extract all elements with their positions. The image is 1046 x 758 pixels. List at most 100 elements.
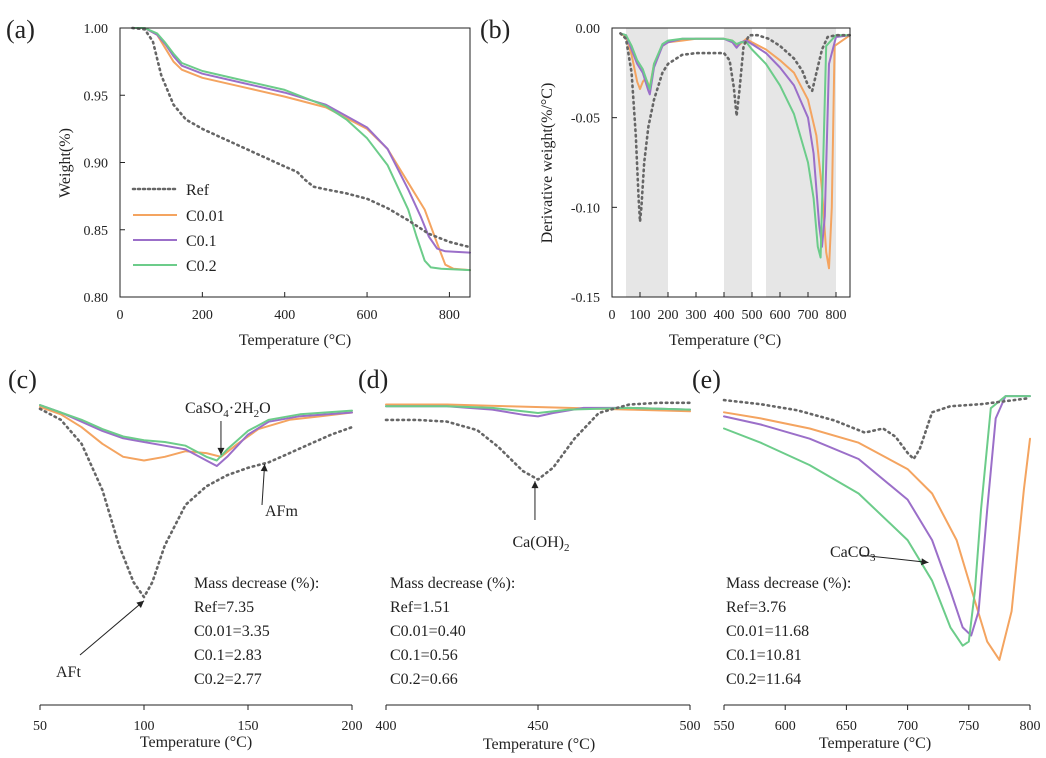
mass-decrease-value: C0.01=11.68 xyxy=(726,623,809,640)
panel-a-ylabel: Weight(%) xyxy=(57,128,74,198)
y-tick-label: 0.95 xyxy=(84,89,109,104)
mass-decrease-value: Ref=7.35 xyxy=(194,599,254,616)
mass-decrease-value: C0.2=0.66 xyxy=(390,671,458,688)
x-tick-label: 600 xyxy=(775,719,796,734)
panel-d-axes: 400 450 500 xyxy=(376,704,701,734)
mass-decrease-value: Ref=3.76 xyxy=(726,599,786,616)
mass-decrease-title: Mass decrease (%): xyxy=(390,575,515,592)
annotation-arrowhead xyxy=(136,600,144,608)
panel-e: (e) 550 600 650 700 750 800 CaCO3​ Temperatur… xyxy=(692,365,1041,752)
panel-e-mass-decrease: Mass decrease (%): Ref=3.76 C0.01=11.68 C0.… xyxy=(726,575,851,688)
series-ref xyxy=(384,401,692,481)
panel-d-mass-decrease: Mass decrease (%): Ref=1.51 C0.01=0.40 C0.1… xyxy=(390,575,515,688)
x-tick-label: 0 xyxy=(117,308,124,323)
x-tick-label: 400 xyxy=(714,308,735,323)
annotation-arrowhead xyxy=(531,481,539,489)
panel-d-curves xyxy=(384,401,692,481)
panel-label-d: (d) xyxy=(358,365,388,394)
series-c01 xyxy=(619,32,851,248)
series-c01 xyxy=(39,404,353,467)
y-tick-label: 0.85 xyxy=(84,224,109,239)
series-c001 xyxy=(385,403,691,413)
series-c001 xyxy=(723,411,1031,661)
series-c01 xyxy=(131,27,471,254)
x-tick-label: 700 xyxy=(798,308,819,323)
panel-e-xlabel: Temperature (°C) xyxy=(819,735,931,752)
y-tick-label: 1.00 xyxy=(84,22,109,37)
panel-b-axes: -0.15 -0.10 -0.05 0.00 0 100 200 300 400 500 600 70… xyxy=(571,22,851,323)
x-tick-label: 800 xyxy=(439,308,460,323)
x-tick-label: 600 xyxy=(770,308,791,323)
mass-decrease-title: Mass decrease (%): xyxy=(194,575,319,592)
panel-b-curves xyxy=(619,32,852,270)
annotation-arrowhead xyxy=(260,464,268,472)
series-c02 xyxy=(39,404,353,462)
y-tick-label: 0.80 xyxy=(84,291,109,306)
annotation-caco3: CaCO3​ xyxy=(830,544,876,564)
panel-label-c: (c) xyxy=(8,365,37,394)
plot-frame xyxy=(611,27,851,298)
panel-b: (b) -0.15 -0.10 -0.05 0.00 0 100 200 300 400 500 6… xyxy=(480,15,852,349)
mass-decrease-value: Ref=1.51 xyxy=(390,599,450,616)
legend-label-ref: Ref xyxy=(186,182,210,199)
series-c02 xyxy=(131,27,471,272)
panel-b-shaded-ranges xyxy=(626,28,836,297)
x-tick-label: 400 xyxy=(376,719,397,734)
y-tick-label: -0.15 xyxy=(571,291,600,306)
x-tick-label: 200 xyxy=(342,719,363,734)
shaded-range-0 xyxy=(626,28,668,297)
panel-d-annotations: Ca(OH)2​ xyxy=(512,481,570,554)
legend-label-c02: C0.2 xyxy=(186,258,217,275)
y-tick-label: 0.00 xyxy=(576,22,601,37)
series-c02 xyxy=(619,32,851,259)
series-ref xyxy=(722,396,1032,461)
panel-label-b: (b) xyxy=(480,15,510,44)
series-c001 xyxy=(39,405,353,462)
panel-b-xlabel: Temperature (°C) xyxy=(669,332,781,349)
mass-decrease-value: C0.01=0.40 xyxy=(390,623,466,640)
mass-decrease-value: C0.2=11.64 xyxy=(726,671,801,688)
panel-d-xlabel: Temperature (°C) xyxy=(483,736,595,753)
series-ref xyxy=(131,26,472,249)
x-tick-label: 300 xyxy=(686,308,707,323)
panel-label-e: (e) xyxy=(692,365,721,394)
y-tick-label: -0.10 xyxy=(571,201,600,216)
x-tick-label: 0 xyxy=(609,308,616,323)
annotation-aft: AFt xyxy=(56,664,81,681)
series-c02 xyxy=(723,395,1031,647)
series-c01 xyxy=(723,395,1031,637)
shaded-range-1 xyxy=(724,28,752,297)
x-tick-label: 800 xyxy=(826,308,847,323)
series-ref xyxy=(619,32,852,223)
x-tick-label: 450 xyxy=(528,719,549,734)
panel-c-axes: 50 100 150 200 xyxy=(33,704,363,734)
x-tick-label: 600 xyxy=(357,308,378,323)
mass-decrease-title: Mass decrease (%): xyxy=(726,575,851,592)
shaded-range-2 xyxy=(766,28,836,297)
panel-a-curves xyxy=(131,26,472,272)
panel-b-ylabel: Derivative weight(%/°C) xyxy=(539,83,556,244)
x-tick-label: 800 xyxy=(1020,719,1041,734)
mass-decrease-value: C0.01=3.35 xyxy=(194,623,270,640)
legend-label-c01: C0.1 xyxy=(186,233,217,250)
mass-decrease-value: C0.1=2.83 xyxy=(194,647,262,664)
panel-c-mass-decrease: Mass decrease (%): Ref=7.35 C0.01=3.35 C0.1… xyxy=(194,575,319,688)
series-ref xyxy=(38,407,354,599)
panel-a-legend: Ref C0.01 C0.1 C0.2 xyxy=(131,182,225,275)
x-tick-label: 100 xyxy=(630,308,651,323)
panel-c-curves xyxy=(38,404,354,599)
panel-c-xlabel: Temperature (°C) xyxy=(140,734,252,751)
panel-e-annotations: CaCO3​ xyxy=(830,544,929,566)
x-tick-label: 150 xyxy=(238,719,259,734)
annotation-arrowhead xyxy=(921,558,929,566)
x-tick-label: 750 xyxy=(958,719,979,734)
x-tick-label: 200 xyxy=(192,308,213,323)
x-tick-label: 500 xyxy=(680,719,701,734)
annotation-arrow xyxy=(859,554,929,563)
mass-decrease-value: C0.2=2.77 xyxy=(194,671,262,688)
annotation-afm: AFm xyxy=(265,503,298,520)
x-tick-label: 100 xyxy=(134,719,155,734)
x-tick-label: 550 xyxy=(714,719,735,734)
x-tick-label: 50 xyxy=(33,719,47,734)
